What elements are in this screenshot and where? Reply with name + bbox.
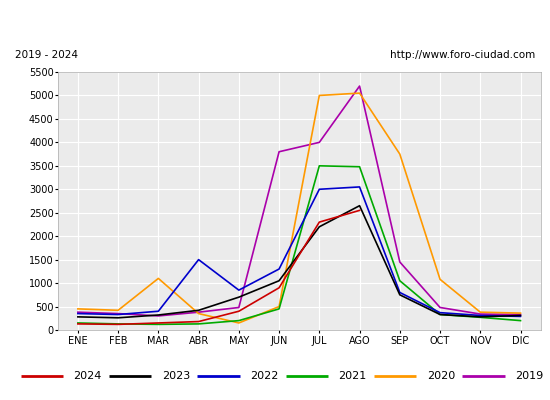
Text: 2020: 2020 — [427, 371, 455, 381]
Text: 2023: 2023 — [162, 371, 190, 381]
Text: 2022: 2022 — [250, 371, 279, 381]
Text: 2019: 2019 — [515, 371, 543, 381]
Text: http://www.foro-ciudad.com: http://www.foro-ciudad.com — [389, 50, 535, 60]
Text: 2019 - 2024: 2019 - 2024 — [15, 50, 78, 60]
Text: Evolucion Nº Turistas Nacionales en el municipio de Ferreries: Evolucion Nº Turistas Nacionales en el m… — [35, 12, 515, 26]
Text: 2024: 2024 — [74, 371, 102, 381]
Text: 2021: 2021 — [339, 371, 367, 381]
